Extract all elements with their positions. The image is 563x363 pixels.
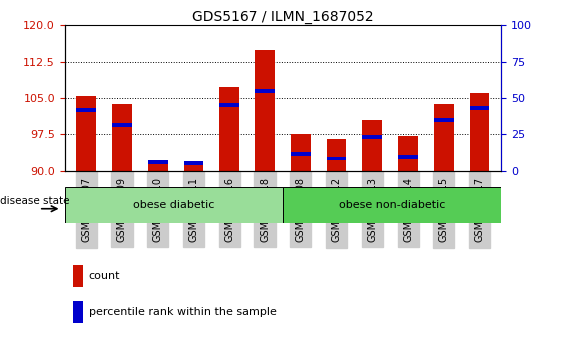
Text: obese non-diabetic: obese non-diabetic [339, 200, 445, 210]
Text: obese diabetic: obese diabetic [133, 200, 215, 210]
Bar [220, 87, 239, 171]
Bar [434, 118, 454, 122]
Bar [398, 136, 418, 171]
Bar [434, 104, 454, 171]
Bar [327, 139, 346, 171]
Bar [291, 152, 311, 156]
Bar [184, 162, 203, 165]
Bar [363, 135, 382, 139]
Bar [73, 265, 83, 287]
Bar [220, 103, 239, 107]
Bar [148, 161, 168, 171]
Bar [73, 301, 83, 323]
Text: count: count [89, 271, 120, 281]
Bar [112, 123, 132, 127]
Bar [184, 165, 203, 171]
Bar [148, 160, 168, 164]
Bar [363, 120, 382, 171]
Bar [283, 187, 501, 223]
Bar [77, 108, 96, 112]
Bar [291, 134, 311, 171]
Bar [470, 93, 489, 171]
Bar [77, 95, 96, 171]
Bar [255, 89, 275, 93]
Bar [112, 104, 132, 171]
Bar [398, 155, 418, 159]
Text: percentile rank within the sample: percentile rank within the sample [89, 307, 276, 317]
Title: GDS5167 / ILMN_1687052: GDS5167 / ILMN_1687052 [192, 11, 374, 24]
Text: disease state: disease state [0, 196, 69, 207]
Bar [470, 106, 489, 110]
Bar [327, 156, 346, 160]
Bar [65, 187, 283, 223]
Bar [255, 50, 275, 171]
